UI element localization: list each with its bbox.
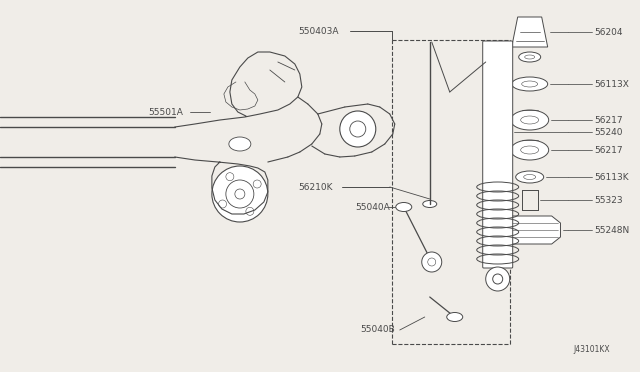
Circle shape [226,180,254,208]
Circle shape [235,189,245,199]
Ellipse shape [525,55,534,59]
Circle shape [253,180,261,188]
Ellipse shape [521,116,539,124]
Ellipse shape [512,77,548,91]
Polygon shape [512,17,548,47]
Circle shape [340,111,376,147]
Ellipse shape [521,146,539,154]
Circle shape [226,173,234,181]
Text: 56217: 56217 [595,115,623,125]
Ellipse shape [511,140,548,160]
Text: 55040A: 55040A [355,202,390,212]
Text: 56113K: 56113K [595,173,629,182]
Ellipse shape [423,201,436,208]
FancyBboxPatch shape [483,41,513,268]
Ellipse shape [447,312,463,321]
Circle shape [493,274,502,284]
Circle shape [218,200,227,208]
Circle shape [486,267,509,291]
Text: 56217: 56217 [595,145,623,154]
Circle shape [350,121,366,137]
Polygon shape [499,216,561,244]
Ellipse shape [518,52,541,62]
Text: 56113X: 56113X [595,80,630,89]
Circle shape [246,207,254,215]
Text: 55501A: 55501A [148,108,183,116]
Circle shape [212,166,268,222]
Ellipse shape [396,202,412,212]
Text: 55040B: 55040B [360,326,394,334]
Text: 550403A: 550403A [298,26,339,35]
Ellipse shape [511,110,548,130]
Ellipse shape [522,81,538,87]
Text: 55323: 55323 [595,196,623,205]
Circle shape [422,252,442,272]
Ellipse shape [516,171,544,183]
Ellipse shape [524,174,536,180]
Ellipse shape [229,137,251,151]
Text: 56204: 56204 [595,28,623,36]
Text: 56210K: 56210K [298,183,332,192]
Circle shape [428,258,436,266]
Text: 55248N: 55248N [595,225,630,234]
Text: J43101KX: J43101KX [573,345,610,354]
Text: 55240: 55240 [595,128,623,137]
